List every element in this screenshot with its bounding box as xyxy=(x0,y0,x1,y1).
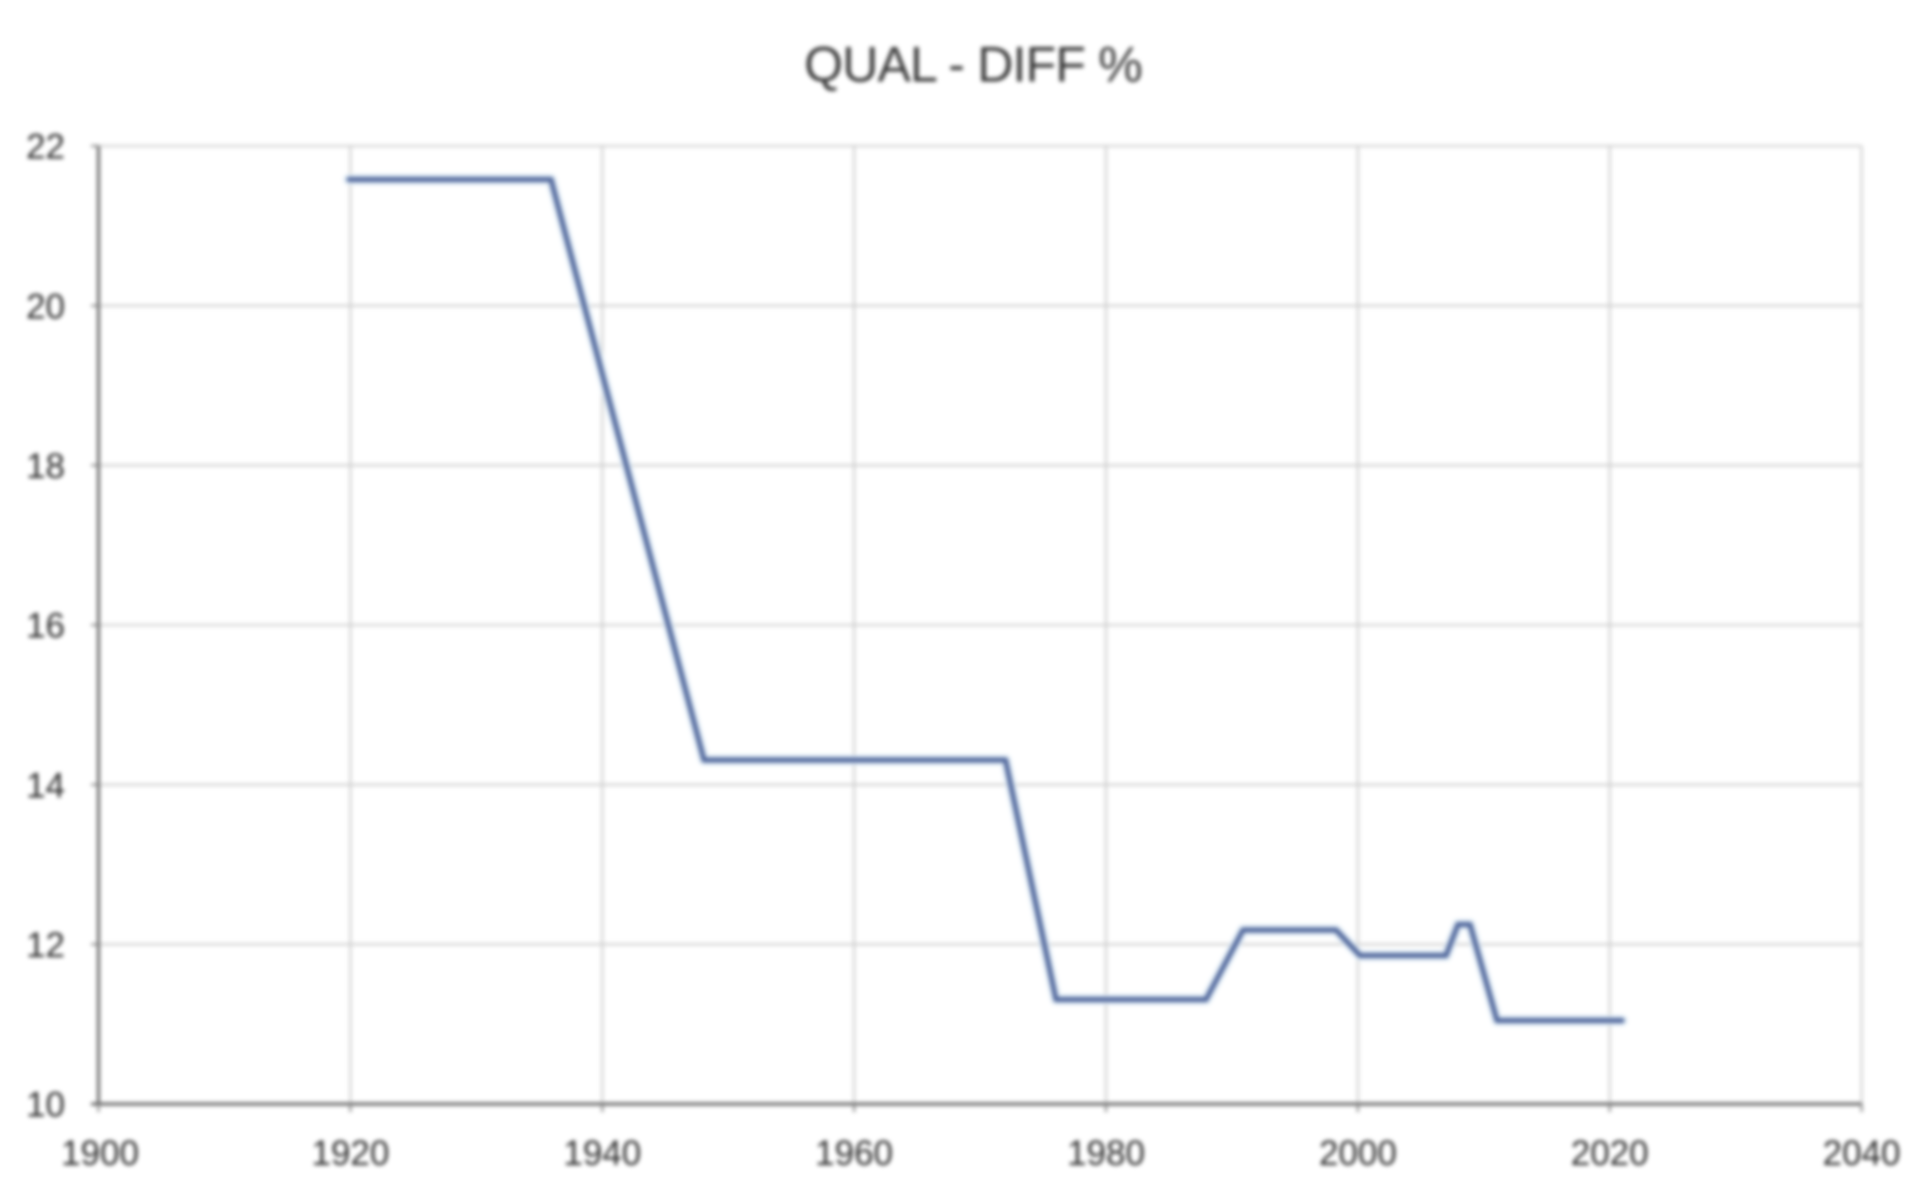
svg-text:1900: 1900 xyxy=(61,1134,139,1173)
svg-text:2020: 2020 xyxy=(1571,1134,1649,1173)
svg-text:16: 16 xyxy=(26,607,65,646)
svg-text:1960: 1960 xyxy=(815,1134,893,1173)
svg-text:18: 18 xyxy=(26,447,65,486)
svg-text:12: 12 xyxy=(26,926,65,965)
svg-text:10: 10 xyxy=(26,1086,65,1125)
svg-text:1980: 1980 xyxy=(1067,1134,1145,1173)
svg-text:2000: 2000 xyxy=(1319,1134,1397,1173)
svg-text:2040: 2040 xyxy=(1823,1134,1901,1173)
svg-text:1940: 1940 xyxy=(563,1134,641,1173)
svg-text:20: 20 xyxy=(26,287,65,326)
svg-text:1920: 1920 xyxy=(311,1134,389,1173)
svg-text:QUAL - DIFF %: QUAL - DIFF % xyxy=(804,37,1142,93)
svg-text:22: 22 xyxy=(26,128,65,167)
svg-text:14: 14 xyxy=(26,766,65,805)
